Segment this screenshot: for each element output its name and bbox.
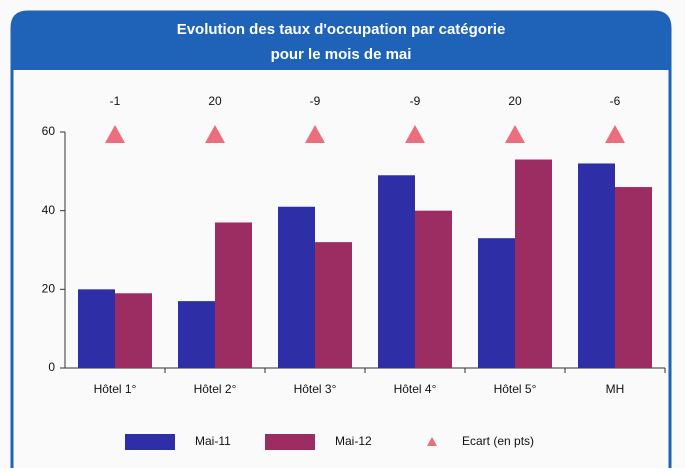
ecart-label: -6 <box>610 94 621 108</box>
bar <box>115 293 152 368</box>
ecart-label: 20 <box>208 94 222 108</box>
bar <box>615 187 652 368</box>
ecart-label: -1 <box>110 94 121 108</box>
bar <box>215 222 252 368</box>
bar <box>178 301 215 368</box>
chart-title: pour le mois de mai <box>271 46 412 63</box>
x-tick-label: Hôtel 1° <box>94 382 137 396</box>
y-tick-label: 0 <box>48 360 55 374</box>
bar <box>315 242 352 368</box>
ecart-label: -9 <box>310 94 321 108</box>
legend-swatch <box>125 434 175 450</box>
bar <box>415 210 452 368</box>
x-tick-label: Hôtel 4° <box>394 382 437 396</box>
ecart-marker <box>505 125 525 143</box>
legend-label: Mai-11 <box>195 434 231 448</box>
y-tick-label: 40 <box>42 203 56 217</box>
legend-marker <box>427 437 437 446</box>
x-tick-label: Hôtel 5° <box>494 382 537 396</box>
chart-title: Evolution des taux d'occupation par caté… <box>177 21 506 38</box>
ecart-label: -9 <box>410 94 421 108</box>
ecart-marker <box>105 125 125 143</box>
ecart-marker <box>305 125 325 143</box>
bar <box>478 238 515 368</box>
x-tick-label: Hôtel 3° <box>294 382 337 396</box>
x-tick-label: MH <box>606 382 625 396</box>
legend-swatch <box>265 434 315 450</box>
bar <box>578 163 615 368</box>
x-tick-label: Hôtel 2° <box>194 382 237 396</box>
legend-label: Ecart (en pts) <box>462 434 534 448</box>
bar <box>78 289 115 368</box>
ecart-marker <box>405 125 425 143</box>
legend-label: Mai-12 <box>335 434 372 448</box>
bar <box>378 175 415 368</box>
bar <box>515 159 552 368</box>
y-tick-label: 60 <box>42 124 56 138</box>
y-tick-label: 20 <box>42 282 56 296</box>
ecart-marker <box>605 125 625 143</box>
bar <box>278 206 315 368</box>
ecart-label: 20 <box>508 94 522 108</box>
ecart-marker <box>205 125 225 143</box>
header <box>12 12 670 70</box>
